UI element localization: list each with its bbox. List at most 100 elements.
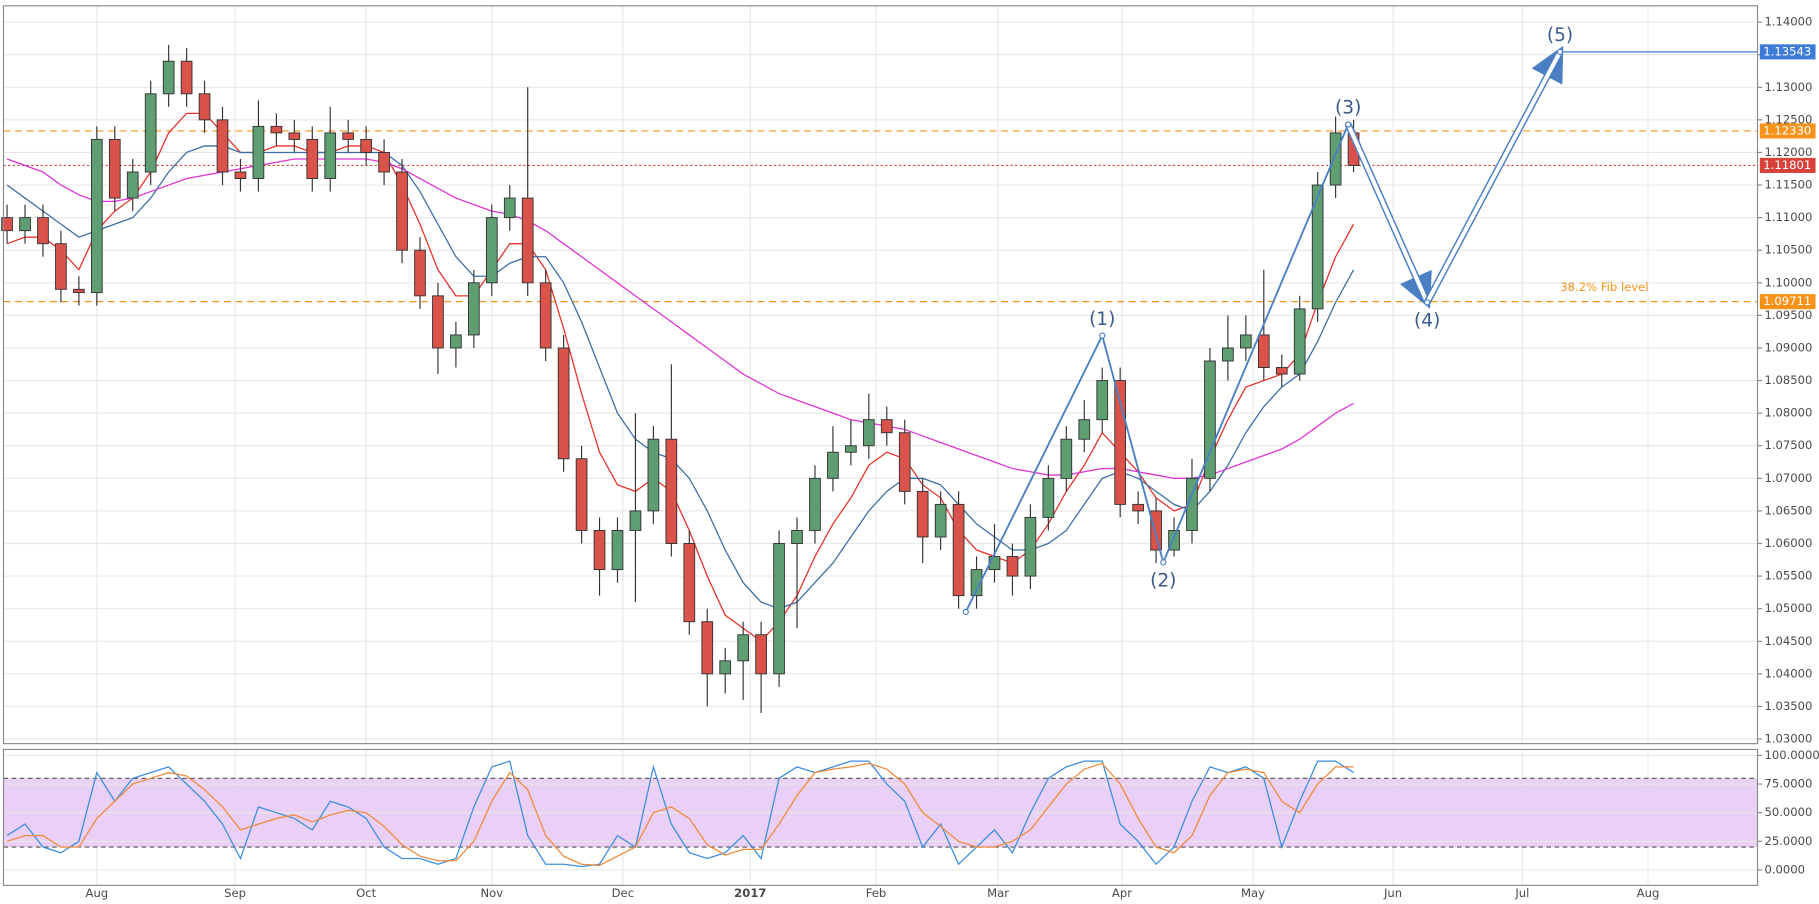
level-label: 1.12330	[1763, 123, 1811, 137]
candle-body	[396, 171, 408, 251]
candle-body	[126, 171, 139, 199]
candle-body	[827, 451, 839, 479]
y-tick-label: 1.05000	[1764, 601, 1812, 615]
candle-body	[55, 243, 67, 290]
y-tick-label: 1.09000	[1764, 340, 1812, 354]
y-tick-label: 1.12000	[1764, 145, 1812, 159]
wave-projection-inner	[1346, 123, 1430, 304]
candle-body	[970, 569, 983, 597]
candle-body	[1096, 380, 1109, 421]
y-tick-label: 1.04000	[1764, 666, 1812, 680]
y-tick-label: 1.08000	[1764, 406, 1812, 420]
y-tick-label: 1.03500	[1764, 699, 1812, 713]
x-tick-label: Feb	[866, 886, 887, 900]
candle-body	[1060, 438, 1073, 479]
y-tick-label: 1.06000	[1764, 536, 1812, 550]
y-tick-label: 1.09500	[1764, 308, 1812, 322]
candle-body	[898, 432, 911, 492]
candle-body	[1078, 419, 1091, 440]
candle-body	[1257, 334, 1270, 368]
candle-body	[1168, 529, 1180, 551]
stoch-frame	[2, 748, 1759, 886]
x-tick-label: May	[1241, 886, 1265, 900]
candle-body	[593, 529, 606, 571]
level-label: 1.13543	[1763, 44, 1811, 58]
candle-body	[198, 93, 211, 121]
plot: 38.2% Fib level (1) (2) (3) (4) (5)	[1, 25, 1758, 868]
candle-body	[737, 634, 750, 662]
candle-body	[180, 60, 193, 95]
candle-body	[647, 438, 660, 512]
wave-point	[1345, 121, 1352, 128]
candle-body	[162, 60, 175, 95]
candle-body	[1006, 556, 1019, 577]
y-tick-label: 1.04500	[1764, 634, 1812, 648]
candle-body	[845, 445, 857, 453]
candle-body	[485, 217, 498, 284]
y-tick-label: 1.06500	[1764, 503, 1812, 517]
x-tick-label: Mar	[987, 886, 1009, 900]
candle-body	[468, 282, 480, 336]
y-tick-label: 75.0000	[1764, 777, 1812, 791]
moving-average	[6, 112, 1355, 643]
wave-label: (5)	[1547, 25, 1573, 46]
moving-average	[6, 145, 1355, 610]
candle-body	[342, 132, 355, 140]
candle-body	[916, 490, 929, 538]
candle-body	[809, 477, 821, 531]
wave-label: (4)	[1414, 310, 1440, 331]
axes: Aug Sep Oct Nov Dec 2017 Feb Mar Apr May Jun Jul Aug…	[86, 15, 1819, 900]
y-tick-label: 1.07000	[1764, 471, 1812, 485]
candle-body	[557, 347, 570, 460]
wave-label: (1)	[1089, 309, 1115, 330]
level-badge	[1759, 294, 1816, 310]
candle-body	[1, 217, 13, 232]
level-badge	[1759, 44, 1816, 60]
candle-body	[1024, 516, 1037, 577]
wave-point	[1099, 332, 1106, 339]
moving-average	[6, 158, 1354, 479]
stoch-line	[6, 760, 1354, 868]
wave-point	[1556, 48, 1564, 56]
candle-body	[234, 171, 247, 179]
candle-body	[270, 125, 283, 134]
y-tick-label: 1.12500	[1764, 112, 1812, 126]
y-tick-label: 1.14000	[1764, 15, 1812, 29]
x-tick-label: 2017	[734, 886, 766, 900]
y-tick-label: 1.13000	[1764, 80, 1812, 94]
level-badge	[1759, 157, 1816, 173]
candle-body	[1311, 184, 1324, 310]
candle-body	[324, 132, 337, 179]
candle-body	[432, 295, 444, 349]
x-tick-label: Sep	[224, 886, 246, 900]
y-tick-label: 1.11500	[1764, 178, 1812, 192]
candle-body	[1222, 347, 1234, 362]
candle-body	[791, 529, 803, 544]
candle-body	[521, 197, 534, 284]
x-tick-label: Aug	[86, 886, 109, 900]
x-tick-label: Jul	[1514, 886, 1529, 900]
candle-body	[37, 217, 49, 245]
candle-body	[1132, 503, 1144, 512]
candle-body	[378, 151, 390, 173]
x-tick-label: Nov	[480, 886, 503, 900]
candle-body	[503, 197, 516, 219]
level-label: 1.09711	[1763, 294, 1811, 308]
y-tick-label: 1.05500	[1764, 569, 1812, 583]
x-tick-label: Oct	[356, 886, 377, 900]
candle-body	[360, 138, 372, 153]
candle-body	[1042, 477, 1055, 518]
candle-body	[1329, 132, 1342, 186]
wave-label: (2)	[1150, 570, 1176, 591]
candle-body	[701, 621, 714, 675]
candle-body	[1204, 360, 1216, 479]
candle-body	[19, 217, 31, 232]
candle-body	[450, 334, 462, 349]
candle-body	[755, 634, 767, 675]
x-tick-label: Dec	[612, 886, 634, 900]
wave-projection-inner	[1425, 50, 1562, 304]
main-frame	[2, 5, 1759, 745]
wave-label: (3)	[1335, 98, 1361, 119]
